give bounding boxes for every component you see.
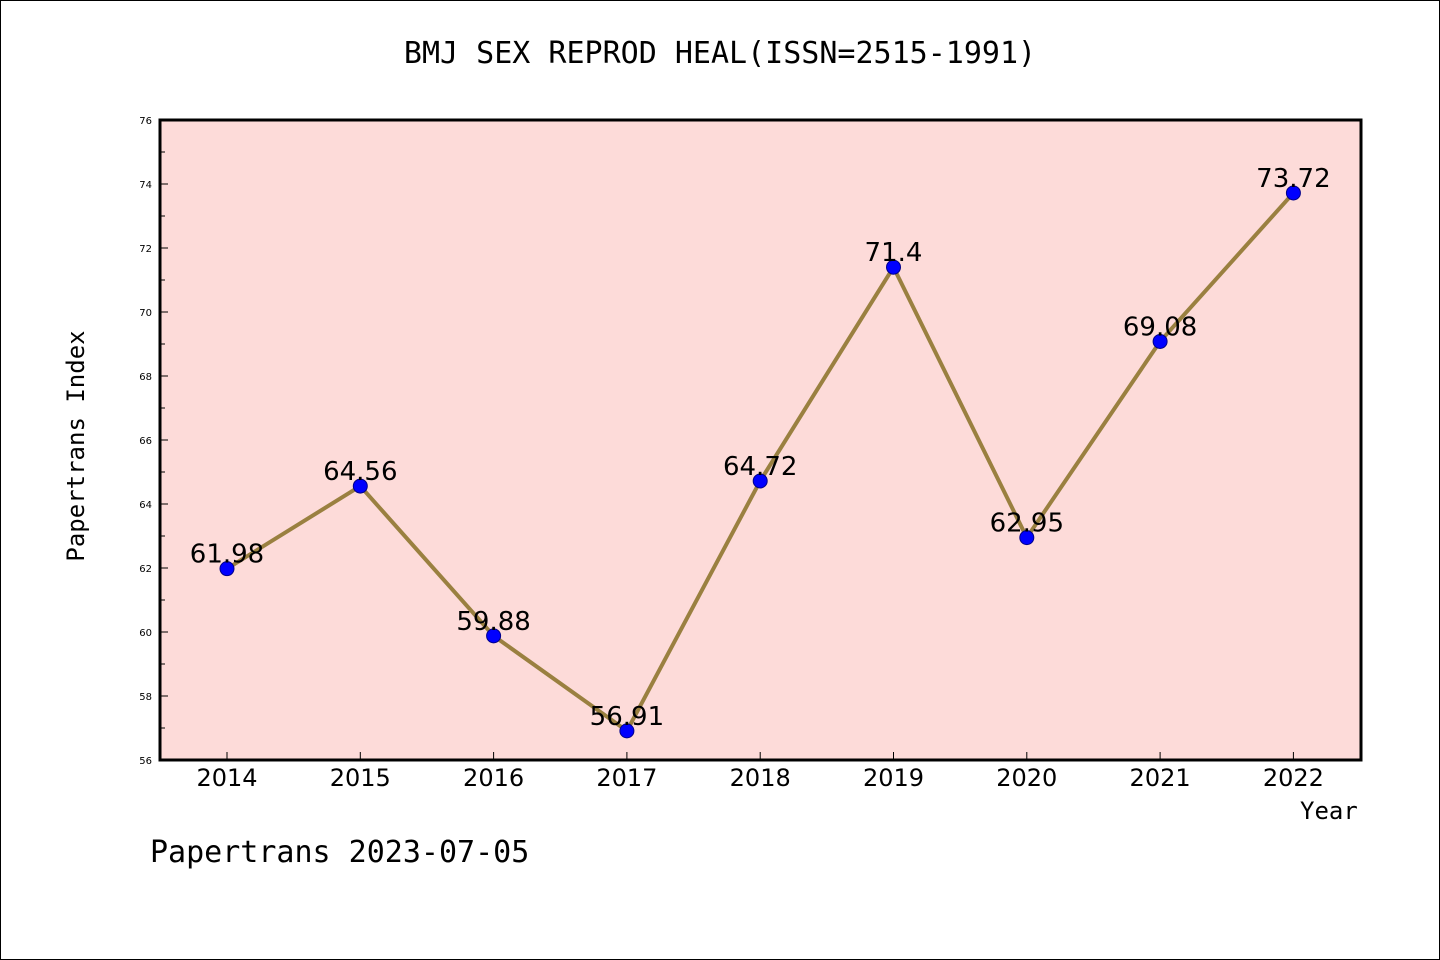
x-tick-label: 2016 — [463, 764, 524, 792]
data-point — [619, 723, 635, 739]
data-point — [486, 628, 502, 644]
data-point — [1285, 185, 1301, 201]
y-tick-label: 74 — [139, 180, 152, 191]
x-tick-label: 2021 — [1130, 764, 1191, 792]
data-point — [886, 259, 901, 275]
y-tick-label: 76 — [139, 116, 152, 127]
data-label: 62.95 — [990, 509, 1064, 539]
data-point — [1019, 530, 1035, 546]
y-tick-label: 64 — [139, 500, 152, 511]
data-point — [352, 478, 368, 494]
chart-title: BMJ SEX REPROD HEAL(ISSN=2515-1991) — [403, 36, 1037, 71]
footer-credit: Papertrans 2023-07-05 — [150, 835, 530, 870]
x-tick-label: 2015 — [330, 764, 391, 792]
x-tick-label: 2014 — [196, 764, 257, 792]
x-tick-label: 2018 — [730, 764, 791, 792]
x-tick-label: 2020 — [996, 764, 1057, 792]
y-tick-label: 66 — [139, 436, 152, 447]
data-label: 61.98 — [190, 540, 264, 570]
x-tick-label: 2022 — [1263, 764, 1324, 792]
x-tick-label: 2017 — [596, 764, 657, 792]
data-label: 73.72 — [1256, 164, 1330, 194]
y-tick-label: 72 — [139, 244, 152, 255]
y-tick-label: 58 — [139, 692, 152, 703]
y-tick-label: 68 — [139, 372, 152, 383]
data-label: 64.56 — [323, 457, 397, 487]
x-tick-label: 2019 — [863, 764, 924, 792]
y-tick-label: 60 — [139, 628, 152, 639]
y-tick-label: 56 — [139, 756, 152, 767]
data-point — [752, 473, 768, 489]
data-label: 64.72 — [723, 452, 797, 482]
data-label: 71.4 — [865, 238, 923, 268]
data-point — [1152, 333, 1168, 349]
y-tick-label: 62 — [139, 564, 152, 575]
data-point — [219, 561, 235, 577]
x-axis-label: Year — [1300, 797, 1358, 825]
plot-background — [160, 120, 1361, 760]
plot-border — [158, 118, 1363, 762]
y-tick-label: 70 — [139, 308, 152, 319]
data-label: 56.91 — [590, 702, 664, 732]
data-label: 69.08 — [1123, 312, 1197, 342]
data-label: 59.88 — [456, 607, 530, 637]
